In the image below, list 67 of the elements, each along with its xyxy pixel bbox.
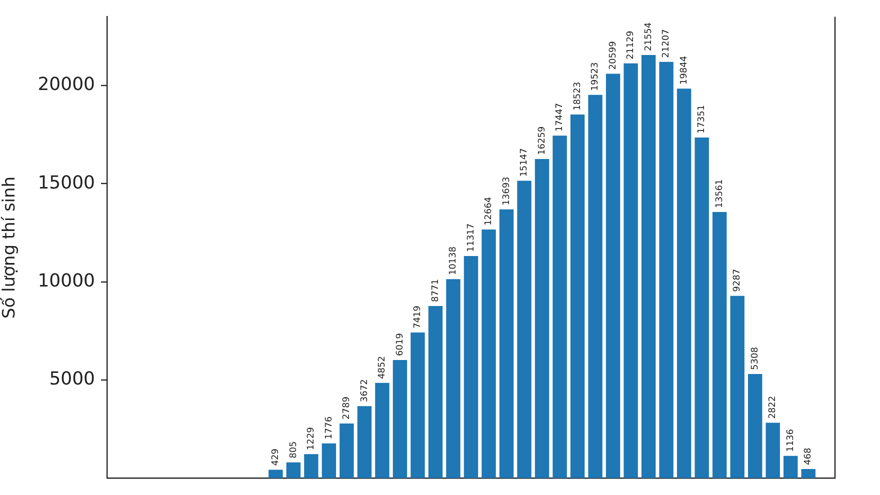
data-label: 19523 (590, 62, 601, 91)
data-label: 11317 (466, 223, 476, 252)
data-label: 8771 (430, 279, 441, 302)
data-label: 9287 (732, 268, 743, 292)
bar (801, 469, 816, 478)
data-label: 468 (804, 448, 814, 466)
data-label: 1776 (324, 416, 334, 440)
data-label: 19844 (679, 56, 690, 85)
bar (268, 470, 283, 478)
bar (588, 94, 602, 478)
bar (694, 138, 709, 478)
data-label: 17447 (555, 103, 566, 132)
bar (517, 180, 532, 478)
bar (784, 456, 798, 478)
bar (392, 360, 408, 478)
bar (446, 279, 460, 478)
bar (676, 88, 692, 478)
bar (428, 306, 443, 478)
data-label: 18523 (572, 82, 583, 111)
data-label: 1136 (786, 428, 796, 452)
data-label: 17351 (697, 104, 708, 134)
bar (641, 55, 656, 478)
data-label: 21207 (662, 29, 672, 58)
bar (712, 212, 727, 478)
data-label: 5308 (750, 346, 760, 370)
bar (464, 256, 478, 478)
data-label: 4852 (378, 356, 388, 379)
data-label: 805 (288, 441, 299, 458)
y-tick-label: 5000 (49, 368, 95, 390)
y-tick-label: 20000 (38, 74, 95, 96)
bar (410, 332, 425, 478)
bar (659, 62, 674, 478)
data-label: 6019 (395, 332, 406, 356)
bar (357, 406, 372, 478)
y-axis-title: Số lượng thí sinh (0, 176, 20, 319)
y-tick-label: 10000 (38, 270, 95, 292)
data-label: 21129 (626, 30, 636, 60)
data-label: 13693 (502, 176, 512, 206)
bar (748, 374, 762, 478)
bar (570, 114, 585, 478)
bar (304, 454, 318, 478)
data-label: 21554 (644, 22, 654, 52)
bar (534, 158, 550, 478)
bar (375, 382, 390, 478)
data-label: 2822 (768, 396, 778, 419)
bar (322, 443, 336, 478)
data-label: 2789 (342, 396, 352, 420)
bar (766, 422, 780, 478)
bar (730, 296, 744, 478)
bar (552, 136, 567, 478)
bar (499, 209, 514, 478)
data-label: 3672 (360, 379, 370, 402)
data-label: 7419 (413, 305, 424, 329)
data-label: 10138 (448, 246, 459, 276)
data-label: 16259 (537, 126, 548, 155)
bar (482, 230, 496, 478)
data-label: 429 (271, 448, 282, 466)
data-label: 20599 (608, 40, 618, 70)
data-label: 12664 (484, 196, 494, 226)
data-label: 1229 (306, 426, 317, 450)
bar (606, 74, 620, 478)
bar (624, 63, 638, 478)
bar (340, 423, 354, 478)
data-label: 15147 (520, 148, 530, 177)
bar (286, 462, 301, 478)
y-tick-label: 15000 (38, 172, 95, 194)
data-label: 13561 (714, 179, 725, 208)
